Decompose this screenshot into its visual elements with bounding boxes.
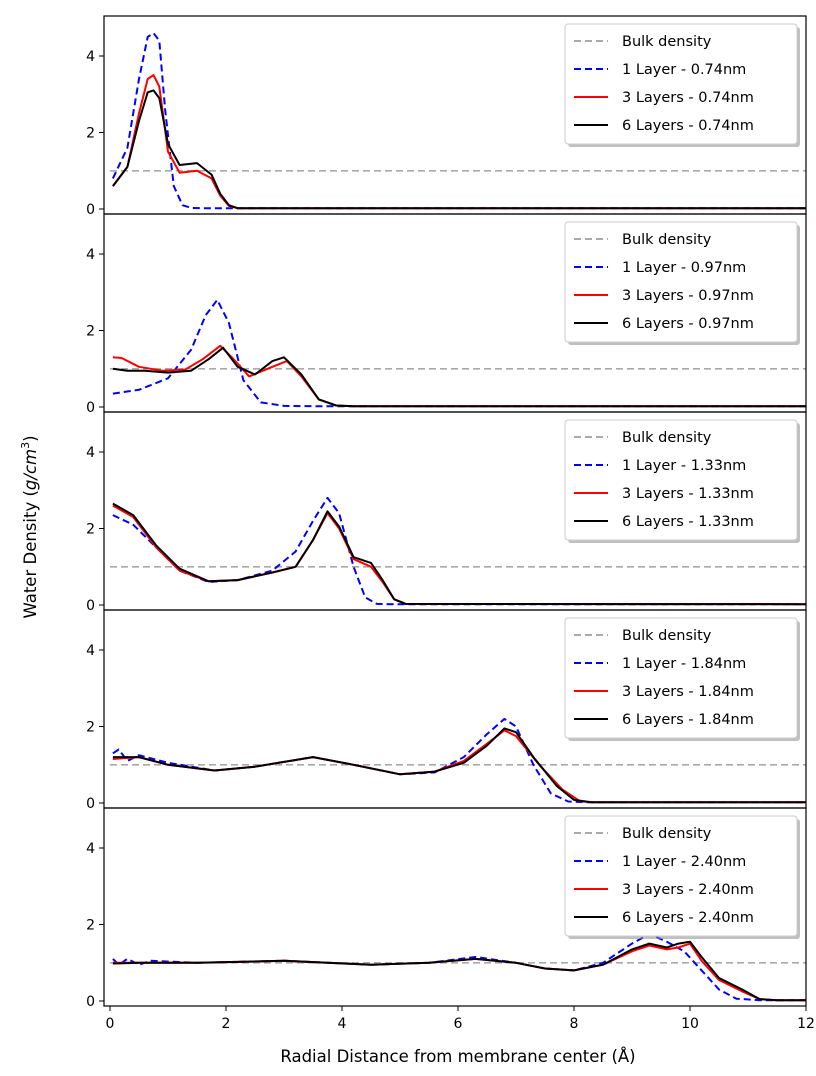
x-tick-label: 6 (454, 1016, 463, 1032)
legend-box (564, 419, 798, 541)
series-line (112, 344, 806, 408)
x-tick-label: 0 (106, 1016, 115, 1032)
series-line (112, 502, 807, 606)
y-tick-label: 2 (86, 720, 95, 736)
y-tick-label: 2 (86, 126, 95, 142)
x-axis-title: Radial Distance from membrane center (Å) (280, 1047, 635, 1066)
legend-label: 1 Layer - 1.33nm (622, 458, 746, 474)
series-line (112, 717, 806, 804)
x-tick-label: 10 (681, 1016, 699, 1032)
x-tick-label: 12 (797, 1016, 815, 1032)
y-tick-label: 0 (86, 994, 95, 1010)
y-tick-label: 4 (86, 445, 95, 461)
legend-label: Bulk density (622, 430, 712, 446)
y-tick-label: 2 (86, 324, 95, 340)
legend-label: 6 Layers - 0.97nm (622, 316, 754, 332)
legend-label: 1 Layer - 2.40nm (622, 854, 746, 870)
legend-label: 3 Layers - 0.97nm (622, 288, 754, 304)
legend-box (564, 23, 798, 145)
legend-label: 6 Layers - 2.40nm (622, 910, 754, 926)
legend-label: Bulk density (622, 34, 712, 50)
legend-label: 3 Layers - 2.40nm (622, 882, 754, 898)
legend-box (564, 617, 798, 739)
legend-label: 6 Layers - 1.33nm (622, 514, 754, 530)
x-tick-label: 4 (338, 1016, 347, 1032)
y-tick-label: 4 (86, 643, 95, 659)
legend-box (564, 815, 798, 937)
series-line (111, 32, 806, 210)
chart-panel-5: 0 2 4 Bulk density 1 Layer - 2.40nm 3 Layers … (86, 807, 815, 1032)
legend-label: Bulk density (622, 826, 712, 842)
series-line (112, 89, 806, 210)
legend-label: Bulk density (622, 232, 712, 248)
y-tick-label: 2 (86, 522, 95, 538)
legend-label: 6 Layers - 1.84nm (622, 712, 754, 728)
series-line (112, 933, 806, 1002)
chart-panel-3: 0 2 4 Bulk density 1 Layer - 1.33nm 3 Layers … (86, 411, 807, 614)
legend-label: Bulk density (622, 628, 712, 644)
legend-label: 1 Layer - 0.97nm (622, 260, 746, 276)
legend-label: 3 Layers - 1.33nm (622, 486, 754, 502)
legend-label: 1 Layer - 0.74nm (622, 62, 746, 78)
legend-label: 6 Layers - 0.74nm (622, 118, 754, 134)
y-tick-label: 2 (86, 918, 95, 934)
y-tick-label: 4 (86, 841, 95, 857)
chart-panel-2: 0 2 4 Bulk density 1 Layer - 0.97nm 3 Layers … (86, 213, 807, 416)
y-tick-label: 0 (86, 202, 95, 218)
y-tick-label: 4 (86, 247, 95, 263)
legend-label: 3 Layers - 0.74nm (622, 90, 754, 106)
y-axis-title: Water Density (g/cm3) (19, 435, 40, 618)
chart-panels: 0 2 4 Bulk density 1 Layer - 0.74nm 3 Layers … (86, 15, 815, 1032)
series-line (112, 298, 806, 408)
legend-label: 3 Layers - 1.84nm (622, 684, 754, 700)
plot-frame (103, 807, 807, 1007)
series-line (112, 346, 806, 408)
chart-panel-1: 0 2 4 Bulk density 1 Layer - 0.74nm 3 Layers … (86, 15, 807, 218)
y-tick-label: 0 (86, 796, 95, 812)
y-tick-label: 0 (86, 400, 95, 416)
x-tick-label: 2 (222, 1016, 231, 1032)
chart-panel-4: 0 2 4 Bulk density 1 Layer - 1.84nm 3 Layers … (86, 609, 807, 812)
y-tick-label: 4 (86, 49, 95, 65)
x-tick-label: 8 (570, 1016, 579, 1032)
y-tick-label: 0 (86, 598, 95, 614)
series-line (112, 727, 806, 804)
series-line (112, 940, 806, 1002)
series-line (112, 729, 806, 804)
legend-label: 1 Layer - 1.84nm (622, 656, 746, 672)
legend-box (564, 221, 798, 343)
